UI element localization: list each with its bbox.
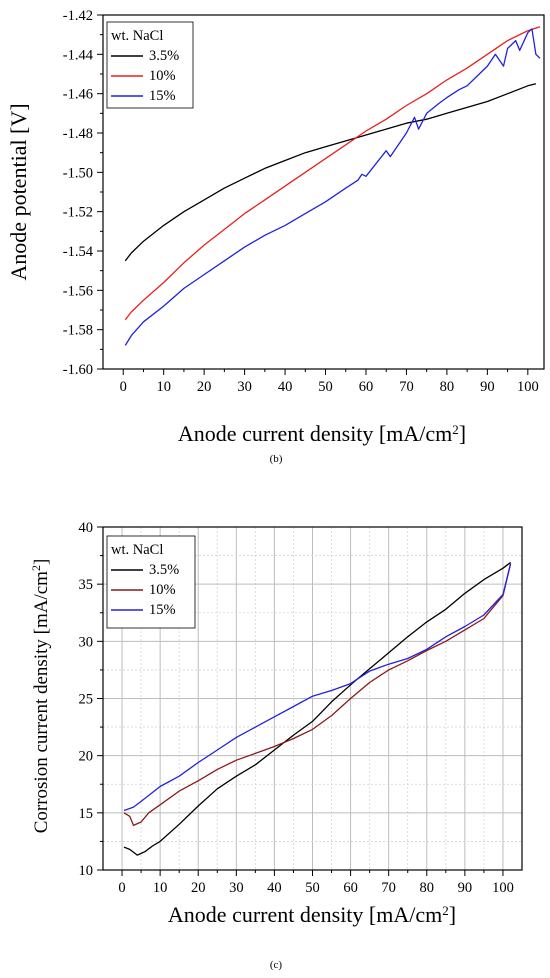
x-tick-label: 20	[191, 880, 206, 896]
x-tick-label: 30	[237, 379, 252, 395]
y-tick-label: -1.44	[63, 47, 94, 63]
y-tick-label: 35	[79, 577, 94, 593]
legend-title: wt. NaCl	[111, 542, 163, 558]
y-tick-label: -1.58	[63, 323, 93, 339]
series-lines	[124, 26, 541, 346]
y-tick-label: 10	[79, 863, 94, 879]
y-tick-label: -1.48	[63, 126, 93, 142]
y-tick-label: -1.60	[63, 362, 93, 378]
legend-box	[106, 535, 196, 629]
x-axis-ticks: 0 10 20 30 40 50 60 70 80 90 100	[120, 369, 539, 395]
y-tick-label: -1.56	[63, 283, 93, 299]
y-tick-label: 30	[79, 634, 94, 650]
y-tick-label: -1.42	[63, 8, 93, 24]
series-line-3.5%	[123, 561, 511, 856]
series-line-10%	[123, 563, 512, 827]
series-line-15%	[123, 563, 512, 812]
y-tick-label: 25	[79, 692, 94, 708]
x-tick-label: 0	[120, 379, 127, 395]
x-tick-label: 70	[381, 880, 396, 896]
x-tick-label: 30	[229, 880, 244, 896]
x-tick-label: 50	[305, 880, 320, 896]
x-tick-label: 40	[278, 379, 293, 395]
caption-c: (c)	[270, 959, 283, 971]
series-line-3.5%	[124, 83, 537, 262]
x-tick-label: 90	[458, 880, 473, 896]
x-axis-ticks: 0 10 20 30 40 50 60 70 80 90 100	[118, 870, 514, 896]
legend: wt. NaCl 3.5% 10% 15%	[106, 21, 194, 109]
x-tick-label: 10	[156, 379, 171, 395]
x-axis-label: Anode current density [mA/cm2]	[168, 902, 456, 927]
legend: wt. NaCl 3.5% 10% 15%	[106, 535, 196, 629]
x-tick-label: 60	[343, 880, 358, 896]
y-axis-ticks: 10 15 20 25 30 35 40	[79, 520, 103, 879]
legend-box	[106, 21, 194, 109]
x-tick-label: 100	[517, 379, 539, 395]
x-tick-label: 60	[359, 379, 374, 395]
x-tick-label: 70	[399, 379, 414, 395]
legend-entry: 3.5%	[149, 48, 179, 64]
caption-b: (b)	[270, 453, 283, 465]
series-line-10%	[124, 26, 541, 321]
x-tick-label: 80	[440, 379, 455, 395]
legend-entry: 15%	[149, 88, 176, 104]
y-axis-ticks: -1.60 -1.58 -1.56 -1.54 -1.52 -1.50 -1.48 -1.46…	[63, 8, 103, 378]
y-axis-label: Anode potential [V]	[6, 103, 31, 280]
x-tick-label: 50	[318, 379, 333, 395]
x-tick-label: 80	[420, 880, 435, 896]
legend-title: wt. NaCl	[111, 28, 163, 44]
corrosion-current-chart: 0 10 20 30 40 50 60 70 80 90 100 10 15 20 25 30 35 40 An…	[29, 520, 523, 971]
x-tick-label: 0	[118, 880, 125, 896]
legend-entry: 10%	[149, 582, 176, 598]
x-tick-label: 10	[153, 880, 168, 896]
x-tick-label: 40	[267, 880, 282, 896]
x-tick-label: 20	[197, 379, 212, 395]
series-lines	[123, 561, 512, 856]
y-tick-label: -1.52	[63, 205, 93, 221]
anode-potential-chart: 0 10 20 30 40 50 60 70 80 90 100 -1.60-1.58-1.56-1…	[6, 8, 545, 465]
x-axis-label: Anode current density [mA/cm2]	[178, 421, 466, 446]
legend-entry: 3.5%	[149, 562, 179, 578]
y-tick-label: 15	[79, 806, 94, 822]
series-line-15%	[124, 28, 541, 346]
y-tick-label: 20	[79, 749, 94, 765]
x-tick-label: 100	[492, 880, 514, 896]
y-tick-label: -1.46	[63, 87, 93, 103]
legend-entry: 15%	[149, 602, 176, 618]
y-axis-label: Corrosion current density [mA/cm2]	[29, 559, 52, 834]
y-tick-label: -1.50	[63, 165, 93, 181]
y-tick-label: 40	[79, 520, 94, 536]
y-tick-label: -1.54	[63, 244, 94, 260]
x-tick-label: 90	[480, 379, 495, 395]
legend-entry: 10%	[149, 68, 176, 84]
